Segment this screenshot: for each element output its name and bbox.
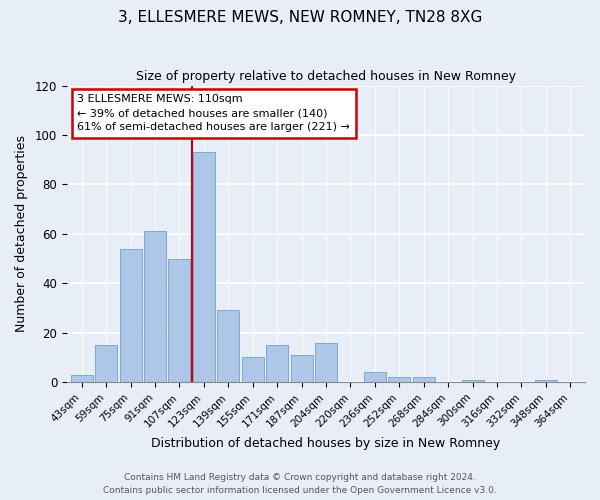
Bar: [144, 232, 166, 382]
Bar: [266, 345, 288, 382]
Bar: [95, 345, 117, 382]
Text: Contains HM Land Registry data © Crown copyright and database right 2024.
Contai: Contains HM Land Registry data © Crown c…: [103, 474, 497, 495]
Bar: [242, 358, 264, 382]
Bar: [71, 374, 92, 382]
Bar: [193, 152, 215, 382]
Title: Size of property relative to detached houses in New Romney: Size of property relative to detached ho…: [136, 70, 516, 83]
Bar: [388, 377, 410, 382]
Bar: [217, 310, 239, 382]
Y-axis label: Number of detached properties: Number of detached properties: [15, 136, 28, 332]
X-axis label: Distribution of detached houses by size in New Romney: Distribution of detached houses by size …: [151, 437, 500, 450]
Text: 3 ELLESMERE MEWS: 110sqm
← 39% of detached houses are smaller (140)
61% of semi-: 3 ELLESMERE MEWS: 110sqm ← 39% of detach…: [77, 94, 350, 132]
Bar: [315, 342, 337, 382]
Bar: [364, 372, 386, 382]
Bar: [535, 380, 557, 382]
Bar: [290, 355, 313, 382]
Text: 3, ELLESMERE MEWS, NEW ROMNEY, TN28 8XG: 3, ELLESMERE MEWS, NEW ROMNEY, TN28 8XG: [118, 10, 482, 25]
Bar: [169, 258, 190, 382]
Bar: [461, 380, 484, 382]
Bar: [119, 248, 142, 382]
Bar: [413, 377, 435, 382]
